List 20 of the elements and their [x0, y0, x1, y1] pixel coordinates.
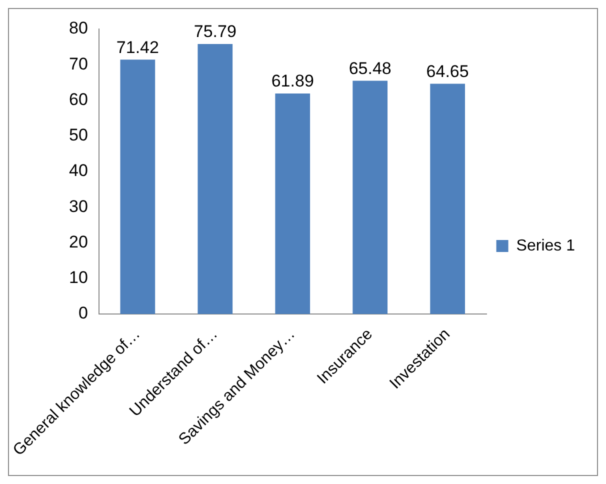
y-tick-label: 50 — [69, 126, 88, 145]
y-tick-label: 40 — [69, 161, 88, 180]
y-tick-label: 10 — [69, 268, 88, 288]
bar — [275, 94, 310, 314]
y-tick-label: 70 — [69, 54, 88, 74]
bar — [352, 80, 388, 314]
bar — [430, 84, 465, 314]
data-label: 65.48 — [348, 58, 392, 78]
data-label: 75.79 — [194, 22, 236, 42]
y-tick-label: 60 — [69, 90, 88, 109]
y-tick-label: 80 — [69, 18, 88, 38]
data-label: 61.89 — [271, 72, 314, 91]
y-tick-label: 0 — [78, 304, 88, 323]
y-tick-label: 20 — [69, 232, 88, 252]
bar — [198, 44, 233, 314]
legend-label: Series 1 — [516, 237, 576, 254]
data-label: 71.42 — [116, 38, 159, 57]
data-label: 64.65 — [426, 62, 469, 81]
y-tick-label: 30 — [69, 196, 88, 216]
bar — [120, 60, 156, 314]
